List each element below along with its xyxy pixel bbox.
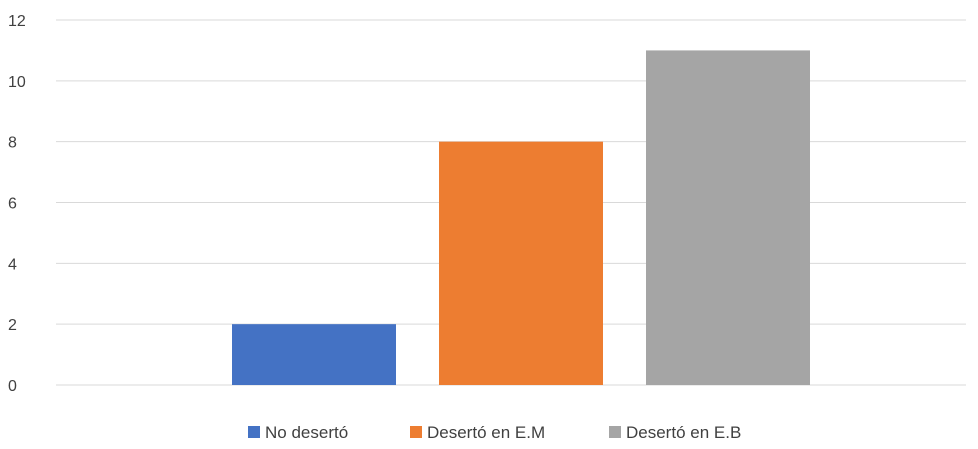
bar <box>439 141 603 385</box>
y-tick-label: 0 <box>8 378 17 395</box>
legend: No desertó Desertó en E.M Desertó en E.B <box>248 423 741 442</box>
legend-label: Desertó en E.M <box>427 423 545 442</box>
bars <box>232 50 810 386</box>
y-tick-label: 2 <box>8 317 17 334</box>
legend-swatch <box>609 426 621 438</box>
legend-label: Desertó en E.B <box>626 423 741 442</box>
bar <box>232 324 396 385</box>
legend-label: No desertó <box>265 423 348 442</box>
y-tick-label: 4 <box>8 256 17 273</box>
y-tick-label: 10 <box>8 74 26 91</box>
y-tick-label: 8 <box>8 135 17 152</box>
y-tick-label: 6 <box>8 196 17 213</box>
legend-swatch <box>248 426 260 438</box>
bar <box>646 50 810 386</box>
y-axis: 0 2 4 6 8 10 12 <box>8 13 26 395</box>
legend-swatch <box>410 426 422 438</box>
y-tick-label: 12 <box>8 13 26 30</box>
